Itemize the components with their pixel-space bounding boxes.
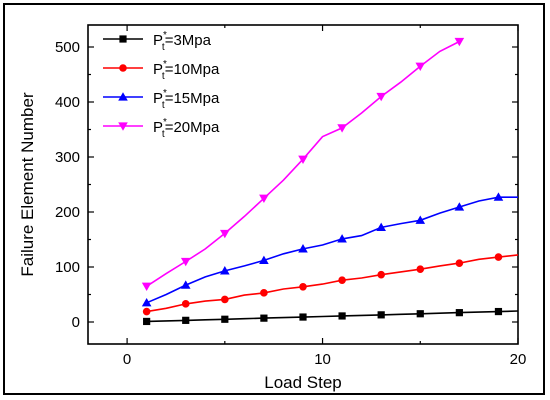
y-tick-label: 0 (72, 314, 80, 331)
series-4-point (220, 229, 230, 239)
series-1-point (182, 316, 190, 324)
y-tick-label: 300 (55, 149, 80, 166)
series-1-point (221, 315, 229, 323)
legend-marker-3 (118, 92, 128, 101)
legend-label-1: P* t=3Mpa (153, 30, 212, 53)
y-tick-label: 100 (55, 259, 80, 276)
x-tick-label: 10 (314, 351, 331, 368)
series-1-point (143, 317, 151, 326)
y-tick-label: 200 (55, 204, 80, 221)
series-3-point (298, 244, 308, 253)
series-1-point (494, 307, 503, 316)
series-1-point (416, 310, 424, 318)
series-2-point (338, 276, 346, 285)
series-2-point (455, 259, 464, 267)
legend-label-3: P* t=15Mpa (153, 88, 220, 111)
series-1-point (455, 309, 463, 317)
legend-marker-2 (119, 64, 127, 72)
series-2-point (260, 289, 268, 297)
series-3-point (180, 280, 191, 289)
x-axis-title: Load Step (264, 373, 342, 392)
series-4-point (180, 257, 191, 267)
series-4-point (337, 124, 347, 133)
series-3-point (454, 202, 465, 211)
series-3-point (220, 266, 230, 275)
series-4-point (141, 282, 152, 292)
series-2-point (494, 253, 503, 261)
series-4-point (454, 37, 465, 47)
series-4-point (298, 155, 308, 164)
legend-label-4: P* t=20Mpa (153, 117, 220, 140)
series-2-point (416, 265, 425, 274)
x-tick-label: 0 (123, 351, 131, 368)
legend-marker-1 (119, 35, 127, 43)
series-4-point (259, 194, 269, 204)
series-2-point (142, 307, 151, 316)
series-3-point (259, 255, 269, 264)
series-1-point (338, 312, 346, 320)
legend-marker-4 (118, 122, 128, 131)
series-2-point (299, 283, 307, 291)
x-tick-label: 20 (510, 351, 527, 368)
y-tick-label: 400 (55, 94, 80, 111)
series-4-point (415, 62, 426, 72)
series-3-point (141, 297, 152, 307)
series-3-point (493, 192, 504, 201)
series-3-point (337, 234, 347, 243)
series-4-point (376, 92, 386, 102)
series-1-point (299, 313, 307, 321)
chart-frame: 0 10 20 0 100 200 300 400 500 P* t=3Mpa P* t=10Mpa P*… (3, 3, 545, 395)
series-2-point (181, 300, 190, 308)
legend-label-2: P* t=10Mpa (153, 59, 220, 82)
series-3-point (415, 215, 426, 224)
series-2-point (221, 295, 229, 304)
series-1-point (260, 314, 268, 322)
y-axis-title: Failure Element Number (18, 92, 37, 277)
series-3-point (376, 222, 386, 231)
series-1-point (377, 311, 385, 319)
series-2-point (377, 270, 385, 279)
y-tick-label: 500 (55, 39, 80, 56)
